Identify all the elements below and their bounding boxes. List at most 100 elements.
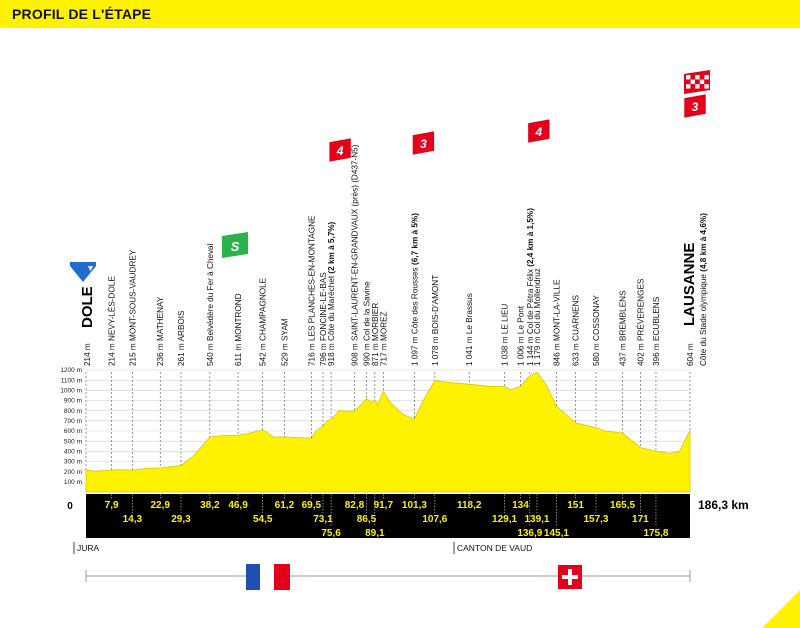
- finish-detail-name: Côte du Stade olympique: [699, 272, 708, 366]
- y-tick-label: 1000 m: [60, 388, 82, 395]
- km-label: 171: [632, 514, 649, 525]
- profile-polygon: [85, 371, 691, 493]
- waypoint-label: 796 m FONCINE-LE-BAS: [319, 272, 328, 366]
- climb-badge-shape: [328, 137, 352, 163]
- climb-category: 3: [420, 137, 427, 151]
- km-label: 134: [512, 500, 529, 511]
- climb-badge-shape: [683, 93, 707, 119]
- region-label: CANTON DE VAUD: [457, 543, 532, 553]
- finish-flag-square: [704, 84, 709, 89]
- waypoint-label: 236 m MATHENAY: [156, 296, 165, 366]
- waypoint-label: 1 078 m BOIS-D'AMONT: [431, 275, 440, 366]
- km-label: 29,3: [171, 514, 191, 525]
- start-elevation: 214 m: [83, 343, 92, 366]
- waypoint-label: 1 041 m Le Brassus: [465, 293, 474, 366]
- y-tick-label: 300 m: [64, 459, 82, 466]
- climb-badge-icon: 4: [527, 118, 551, 144]
- km-label: 73,1: [313, 514, 333, 525]
- y-tick-label: 100 m: [64, 479, 82, 486]
- y-tick-label: 900 m: [64, 398, 82, 405]
- start-km-label: 0: [67, 501, 73, 512]
- km-label: 54,5: [253, 514, 273, 525]
- finish-name: LAUSANNE: [681, 243, 698, 326]
- km-band-background: [86, 494, 690, 538]
- corner-accent: [762, 590, 800, 628]
- waypoint-label: 396 m ECUBLENS: [652, 296, 661, 366]
- waypoint-label: 542 m CHAMPAGNOLE: [259, 277, 268, 366]
- climb-badge-icon: 3: [683, 93, 707, 119]
- profile-area: [85, 371, 691, 493]
- waypoint-label: 214 m NEVY-LÈS-DOLE: [107, 276, 117, 366]
- finish-flag-square: [695, 75, 700, 80]
- y-tick-label: 800 m: [64, 408, 82, 415]
- waypoint-label: 261 m ARBOIS: [177, 310, 186, 366]
- waypoint-label: 1 179 m Col du Mollendruz: [533, 268, 542, 366]
- km-label: 165,5: [610, 500, 635, 511]
- waypoint-label: 1 038 m LE LIEU: [501, 304, 510, 366]
- km-label: 14,3: [123, 514, 143, 525]
- region-label: JURA: [77, 543, 100, 553]
- flag-cross-horizontal: [562, 575, 578, 579]
- climb-badge-shape: [412, 130, 435, 156]
- region-footer: JURA CANTON DE VAUD: [73, 542, 691, 590]
- km-band: 0 186,3 km 7,9 14,3 22,929,3 38,2 46,9 54,561,2…: [67, 494, 749, 539]
- climb-badge-icon: 4: [328, 137, 352, 163]
- waypoint-label: 437 m BREMBLENS: [619, 290, 628, 366]
- waypoint-label: 611 m MONTROND: [234, 293, 243, 366]
- waypoint-label: 716 m LES PLANCHES-EN-MONTAGNE: [307, 215, 316, 366]
- y-tick-label: 600 m: [64, 428, 82, 435]
- km-label: 175,8: [643, 528, 668, 539]
- waypoint-labels: 214 m NEVY-LÈS-DOLE 215 m MONT-SOUS-VAUDR…: [70, 144, 708, 366]
- waypoint-label: 1 006 m Le Pont: [516, 305, 525, 366]
- waypoint-label: 215 m MONT-SOUS-VAUDREY: [128, 249, 137, 366]
- page-title: PROFIL DE L'ÉTAPE: [12, 6, 152, 22]
- km-label: 118,2: [457, 500, 482, 511]
- km-label: 69,5: [302, 500, 322, 511]
- km-label: 75,6: [321, 528, 341, 539]
- y-tick-label: 200 m: [64, 469, 82, 476]
- km-label: 91,7: [374, 500, 394, 511]
- finish-flag-square: [704, 75, 709, 80]
- start-name: DOLE: [79, 286, 96, 328]
- waypoint-label: 1 144 m Col de Pétra Félix (2,4 km à 1,5…: [526, 208, 535, 366]
- y-tick-label: 500 m: [64, 438, 82, 445]
- km-label: 89,1: [365, 528, 385, 539]
- france-flag-icon: [246, 564, 290, 590]
- km-label: 139,1: [524, 514, 549, 525]
- waypoint-leaders: [85, 372, 691, 471]
- header-bar: [0, 0, 800, 28]
- finish-elevation: 604 m: [686, 343, 695, 366]
- start-marker-icon: [70, 262, 96, 282]
- switzerland-flag-icon: [558, 565, 582, 589]
- waypoint-label: 633 m CUARNENS: [572, 294, 581, 366]
- finish-flag-square: [690, 79, 695, 84]
- waypoint-label: 717 m MOREZ: [379, 311, 388, 366]
- finish-flag-square: [695, 84, 700, 89]
- start-arrow-icon: [88, 266, 93, 271]
- climb-badge-shape: [527, 118, 551, 144]
- y-tick-label: 400 m: [64, 449, 82, 456]
- km-label: 157,3: [583, 514, 608, 525]
- km-label: 38,2: [200, 500, 220, 511]
- sprint-badge-shape: [222, 232, 249, 258]
- sprint-badge-icon: S: [222, 232, 249, 258]
- waypoint-label: 918 m Côte du Maréchet (2 km à 5,7%): [327, 221, 336, 366]
- km-label: 86,5: [357, 514, 377, 525]
- km-label: 46,9: [228, 500, 248, 511]
- waypoint-label-gradient: (2,4 km à 1,5%): [526, 208, 535, 269]
- km-label: 61,2: [275, 500, 295, 511]
- finish-flag-square: [686, 75, 691, 80]
- finish-flag-shape: [684, 70, 710, 94]
- waypoint-label: 871 m MORBIER: [371, 303, 380, 366]
- flag-stripe: [246, 564, 260, 590]
- finish-flag-square: [686, 84, 691, 89]
- waypoint-label: 846 m MONT-LA-VILLE: [552, 279, 561, 366]
- flag-stripe: [274, 564, 290, 590]
- waypoint-label: 529 m SYAM: [280, 318, 289, 366]
- y-tick-label: 700 m: [64, 418, 82, 425]
- waypoint-label: 540 m Belvédère du Fer à Cheval: [206, 243, 215, 366]
- km-label: 101,3: [402, 500, 427, 511]
- waypoint-label-gradient: (6,7 km à 5%): [410, 213, 419, 267]
- finish-detail-gradient: (4,8 km à 4,6%): [699, 213, 708, 272]
